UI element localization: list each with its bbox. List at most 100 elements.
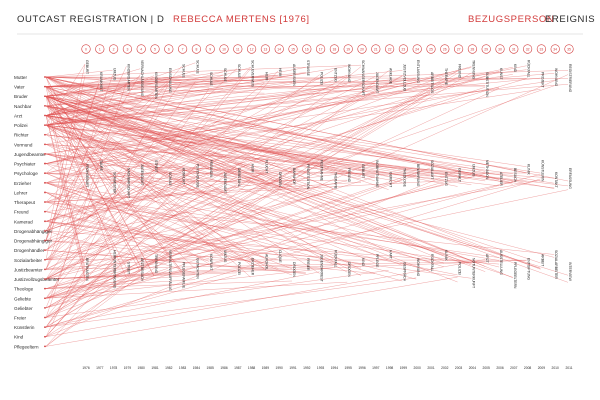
connection-line xyxy=(45,174,155,328)
age-circle xyxy=(564,44,574,54)
event-label: EREIGNIS xyxy=(545,14,596,25)
event-label: SCHWESTER xyxy=(113,172,117,194)
year-tick-label: 2001 xyxy=(427,366,435,370)
reference-person-node xyxy=(44,153,46,155)
connection-line xyxy=(45,115,458,176)
event-label: GERICHT xyxy=(389,172,393,187)
event-label: PFLEGEFAMILIE xyxy=(182,262,186,289)
event-label: FREUND xyxy=(347,168,351,183)
connection-line xyxy=(45,192,168,256)
event-label: INTERVIEW xyxy=(568,262,572,282)
event-label: BEWÄHRUNG xyxy=(416,164,420,187)
age-circle xyxy=(357,44,367,54)
event-label: SCHULE xyxy=(237,64,241,78)
year-tick-label: 2007 xyxy=(510,366,518,370)
age-circle xyxy=(385,44,395,54)
age-circle xyxy=(288,44,298,54)
event-columns: GEBURT FRÜHGEBURT BRUTKASTEN KRANKHEIT TAUFE… xyxy=(85,60,572,291)
event-label: JUGENDAMT xyxy=(223,172,227,193)
age-circle xyxy=(522,44,533,54)
connection-line xyxy=(45,176,375,280)
reference-person-node xyxy=(44,345,46,348)
year-tick-label: 2002 xyxy=(441,366,449,370)
connection-line xyxy=(45,124,403,266)
reference-person-node xyxy=(44,306,46,309)
age-label: 13 xyxy=(264,47,268,51)
event-label: KLINIK xyxy=(444,250,448,261)
event-label: UMZUG xyxy=(223,250,227,263)
reference-person-label: Vater xyxy=(14,85,25,90)
app-title: OUTCAST REGISTRATION | D xyxy=(17,14,165,25)
event-label: POLIZEI xyxy=(458,262,462,275)
connection-line xyxy=(45,221,389,261)
reference-person-node xyxy=(44,124,46,126)
reference-person-label: Drogenabhängiger xyxy=(14,239,53,244)
reference-person-label: Lehrer xyxy=(14,190,28,195)
reference-person-list: Mutter Vater Bruder Nachbar Arzt Polizei Richt… xyxy=(14,75,60,349)
connection-line xyxy=(45,88,500,299)
event-label: FREUNDIN xyxy=(209,160,213,178)
connection-line xyxy=(45,105,555,184)
year-tick-label: 2011 xyxy=(565,366,572,370)
event-label: KUNST xyxy=(499,68,503,80)
connection-line xyxy=(45,191,334,260)
age-circle xyxy=(343,44,353,54)
event-label: BAHNHOF xyxy=(292,168,296,185)
age-circle xyxy=(274,44,284,54)
connection-line xyxy=(45,84,334,97)
reference-person-label: Drogenhändler xyxy=(14,248,45,253)
connection-line xyxy=(45,73,458,318)
year-tick-label: 1978 xyxy=(110,366,118,370)
event-label: KINDERGARTEN xyxy=(126,64,130,91)
age-label: 30 xyxy=(498,47,502,51)
event-label: JUGENDAMT xyxy=(140,164,144,185)
year-tick-label: 1986 xyxy=(220,366,228,370)
connection-line xyxy=(45,76,389,253)
connection-line xyxy=(45,260,527,280)
age-label: 15 xyxy=(291,47,295,51)
connection-line xyxy=(45,115,127,268)
connection-line xyxy=(45,192,168,260)
event-label: CLIQUE xyxy=(278,250,282,263)
connection-line xyxy=(45,173,486,289)
connection-line xyxy=(45,181,196,347)
event-label: ARZT xyxy=(485,254,489,263)
reference-person-node xyxy=(44,316,46,319)
event-label: SCHWANGERSCHAFT xyxy=(361,60,365,96)
year-tick-label: 1993 xyxy=(317,366,325,370)
connection-line xyxy=(45,96,569,283)
connection-line xyxy=(45,86,513,278)
event-label: ENTZUG xyxy=(333,68,337,82)
age-circle xyxy=(95,44,105,54)
connection-line xyxy=(45,81,196,299)
age-label: 35 xyxy=(567,47,571,51)
connection-line xyxy=(45,76,541,270)
year-tick-label: 2006 xyxy=(496,366,504,370)
year-tick-label: 1988 xyxy=(248,366,256,370)
reference-person-label: Erzieher xyxy=(14,181,32,186)
connection-line xyxy=(45,69,237,97)
event-label: DROGEN xyxy=(278,172,282,187)
connection-line xyxy=(45,77,417,107)
connection-line xyxy=(45,75,86,260)
connection-line xyxy=(45,179,251,299)
year-tick-label: 1995 xyxy=(345,366,353,370)
age-label: 9 xyxy=(209,47,211,51)
age-label: 20 xyxy=(360,47,364,51)
connection-line xyxy=(45,79,362,164)
event-label: DROGEN xyxy=(347,262,351,277)
year-tick-label: 1982 xyxy=(165,366,173,370)
year-tick-label: 1985 xyxy=(207,366,215,370)
connection-line xyxy=(45,173,472,299)
year-tick-label: 1981 xyxy=(151,366,159,370)
year-tick-label: 1992 xyxy=(303,366,311,370)
age-label: 16 xyxy=(305,47,309,51)
connection-line xyxy=(45,277,417,328)
age-label: 28 xyxy=(471,47,475,51)
event-label: ENTLASSUNG xyxy=(416,60,420,83)
year-tick-label: 2004 xyxy=(469,366,477,370)
event-label: KLINIK xyxy=(527,164,531,175)
year-tick-label: 1983 xyxy=(179,366,187,370)
connection-line xyxy=(45,253,113,260)
connection-line xyxy=(45,96,375,179)
